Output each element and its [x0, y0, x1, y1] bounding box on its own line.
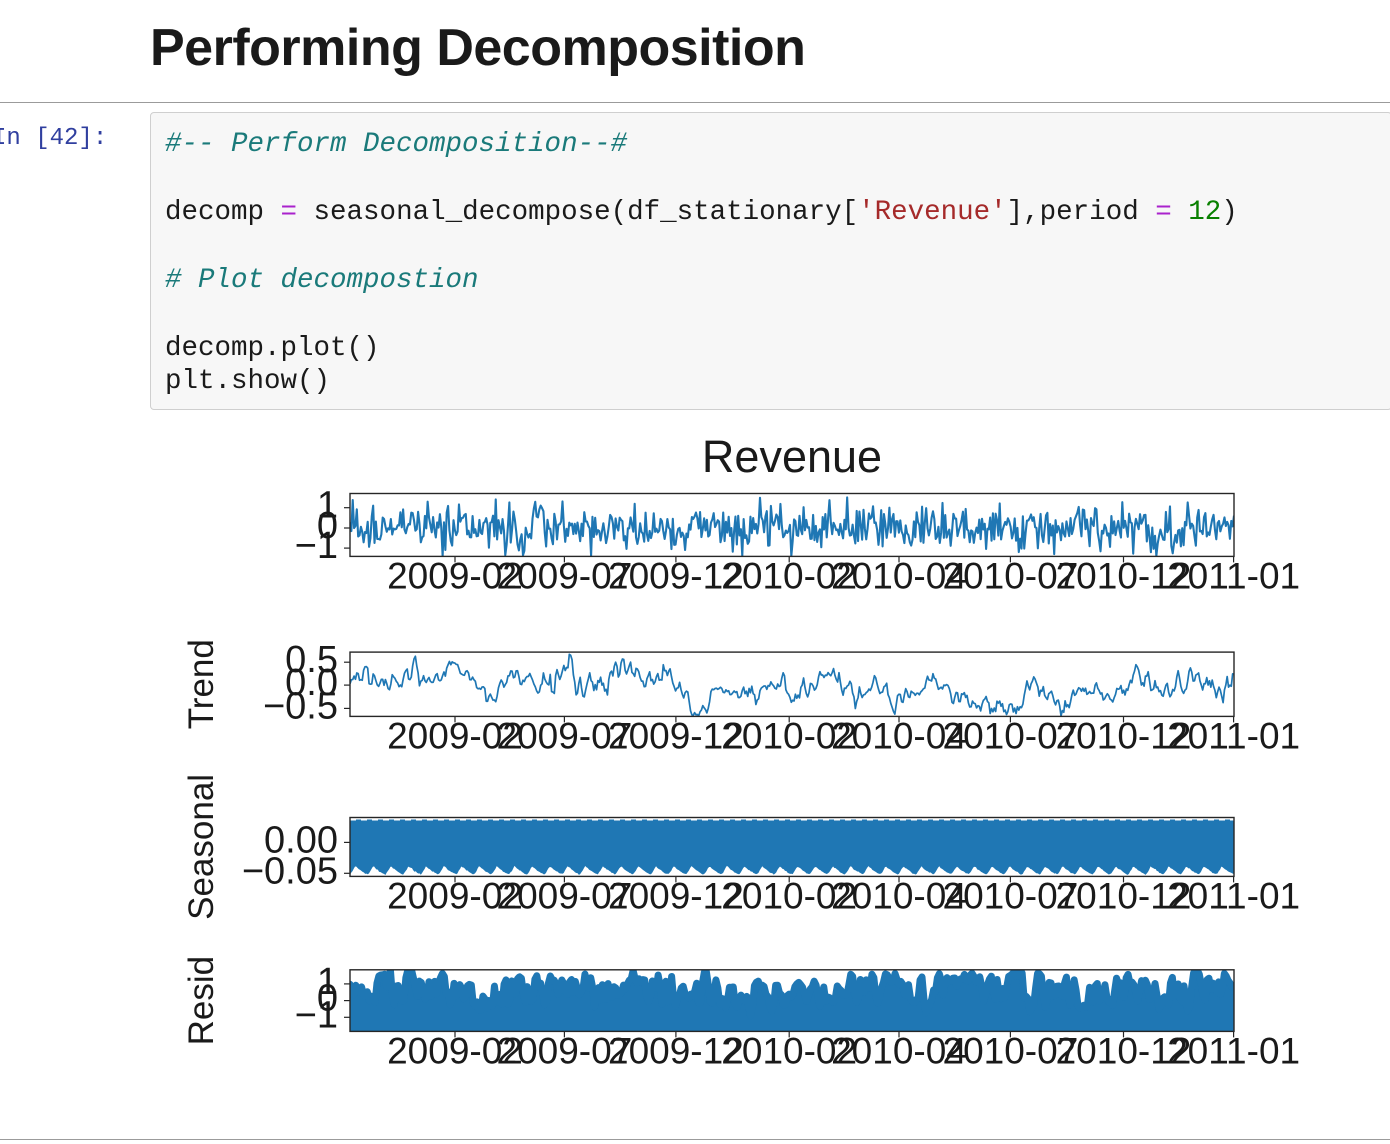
svg-text:2011-01: 2011-01 [1167, 715, 1300, 756]
svg-text:Seasonal: Seasonal [182, 774, 221, 920]
svg-text:−0.05: −0.05 [242, 850, 338, 892]
svg-text:−1: −1 [295, 525, 338, 567]
svg-text:2011-01: 2011-01 [1167, 875, 1300, 916]
svg-text:2011-01: 2011-01 [1167, 1030, 1300, 1071]
svg-text:2011-01: 2011-01 [1167, 555, 1300, 596]
svg-text:Revenue: Revenue [702, 431, 882, 482]
svg-text:Resid: Resid [182, 956, 221, 1045]
svg-text:Trend: Trend [182, 639, 221, 729]
svg-text:−0.5: −0.5 [263, 685, 338, 727]
svg-text:−1: −1 [295, 994, 338, 1036]
